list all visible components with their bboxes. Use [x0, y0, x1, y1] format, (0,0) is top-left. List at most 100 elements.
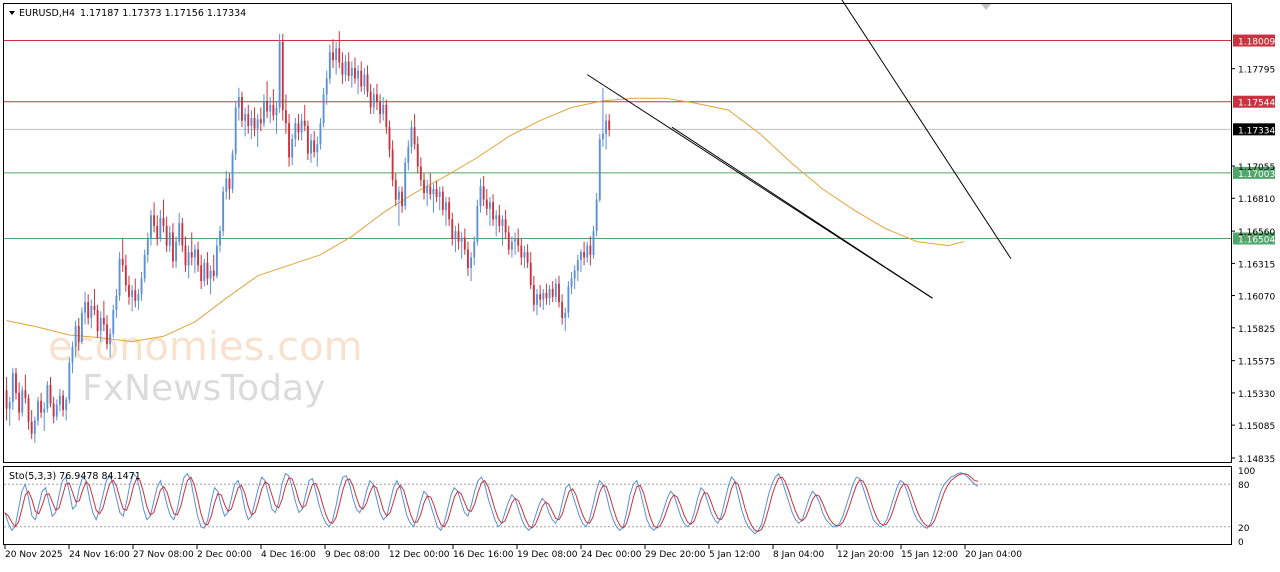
candle-body[interactable] [165, 225, 168, 246]
candle-body[interactable] [419, 166, 422, 180]
candle-body[interactable] [467, 249, 469, 268]
candle-body[interactable] [247, 114, 250, 126]
candle-body[interactable] [388, 127, 391, 150]
candle-body[interactable] [423, 179, 425, 193]
candle-body[interactable] [410, 127, 413, 147]
trend-channel-line[interactable] [838, 0, 1012, 260]
candle-body[interactable] [187, 252, 190, 266]
candle-body[interactable] [457, 231, 460, 242]
candle-body[interactable] [281, 41, 284, 111]
candle-body[interactable] [102, 317, 105, 325]
candle-body[interactable] [404, 162, 407, 207]
candle-body[interactable] [284, 110, 287, 124]
candle-body[interactable] [18, 392, 21, 413]
candle-body[interactable] [445, 202, 447, 211]
candle-body[interactable] [426, 186, 429, 193]
candle-body[interactable] [241, 96, 243, 121]
candle-body[interactable] [46, 385, 49, 409]
candle-body[interactable] [237, 96, 240, 108]
candle-body[interactable] [140, 278, 143, 295]
candle-body[interactable] [338, 48, 341, 63]
candle-body[interactable] [583, 252, 586, 258]
candle-body[interactable] [501, 219, 504, 226]
candle-body[interactable] [219, 231, 221, 246]
candle-body[interactable] [592, 231, 595, 255]
candle-body[interactable] [8, 402, 11, 409]
candle-body[interactable] [234, 107, 237, 154]
candle-body[interactable] [416, 144, 419, 167]
candle-body[interactable] [573, 270, 576, 279]
candle-body[interactable] [576, 260, 579, 271]
candle-body[interactable] [382, 104, 385, 115]
candle-body[interactable] [256, 119, 259, 129]
candle-body[interactable] [146, 239, 149, 255]
candle-body[interactable] [564, 312, 567, 318]
candle-body[interactable] [206, 262, 209, 279]
candle-body[interactable] [297, 123, 300, 133]
candle-body[interactable] [335, 48, 338, 61]
candle-body[interactable] [561, 302, 564, 318]
candle-body[interactable] [435, 189, 438, 197]
candle-body[interactable] [429, 186, 432, 195]
moving-average-line[interactable] [6, 97, 965, 343]
candle-body[interactable] [93, 306, 96, 311]
candle-body[interactable] [96, 310, 99, 332]
candle-body[interactable] [347, 61, 350, 76]
candle-body[interactable] [595, 199, 598, 232]
candle-body[interactable] [432, 189, 435, 195]
candle-body[interactable] [5, 390, 8, 409]
candle-body[interactable] [498, 215, 501, 226]
candle-body[interactable] [203, 262, 206, 282]
candle-body[interactable] [344, 61, 347, 75]
candle-body[interactable] [193, 249, 196, 258]
candle-body[interactable] [124, 265, 127, 286]
candle-body[interactable] [360, 70, 363, 87]
candle-body[interactable] [190, 252, 193, 258]
candle-body[interactable] [507, 232, 510, 250]
candle-body[interactable] [162, 217, 165, 226]
candle-body[interactable] [275, 107, 278, 116]
candle-body[interactable] [115, 295, 118, 311]
candle-body[interactable] [316, 144, 319, 153]
candle-body[interactable] [156, 225, 159, 240]
candle-body[interactable] [354, 68, 356, 79]
candle-body[interactable] [272, 104, 275, 116]
candle-body[interactable] [118, 258, 121, 296]
stochastic-signal-line[interactable] [4, 473, 979, 533]
candle-body[interactable] [341, 62, 344, 75]
candle-body[interactable] [222, 191, 225, 232]
candle-body[interactable] [589, 245, 592, 255]
candle-body[interactable] [15, 373, 17, 393]
candle-body[interactable] [313, 140, 316, 153]
candle-body[interactable] [215, 245, 218, 276]
candle-body[interactable] [394, 179, 397, 200]
candle-body[interactable] [131, 290, 134, 297]
candle-body[interactable] [33, 420, 36, 434]
candle-body[interactable] [150, 215, 152, 240]
candle-body[interactable] [27, 398, 30, 422]
candle-body[interactable] [65, 399, 68, 410]
candle-body[interactable] [451, 219, 454, 240]
candle-body[interactable] [401, 191, 403, 207]
candle-body[interactable] [184, 245, 187, 266]
candle-body[interactable] [520, 245, 523, 258]
candle-body[interactable] [137, 294, 140, 301]
candle-body[interactable] [325, 78, 328, 95]
candle-body[interactable] [49, 385, 52, 404]
candle-body[interactable] [134, 290, 137, 301]
candle-body[interactable] [529, 262, 532, 286]
candle-body[interactable] [178, 223, 181, 242]
trend-channel-line[interactable] [671, 126, 933, 299]
candle-body[interactable] [21, 390, 24, 413]
candle-body[interactable] [90, 306, 93, 318]
candle-body[interactable] [488, 202, 491, 209]
candle-body[interactable] [510, 241, 513, 250]
candle-body[interactable] [517, 239, 520, 246]
candle-body[interactable] [209, 270, 212, 279]
candle-body[interactable] [598, 139, 601, 200]
candle-body[interactable] [470, 257, 473, 268]
candle-body[interactable] [479, 186, 482, 207]
candle-body[interactable] [250, 118, 253, 126]
candle-body[interactable] [80, 312, 83, 342]
